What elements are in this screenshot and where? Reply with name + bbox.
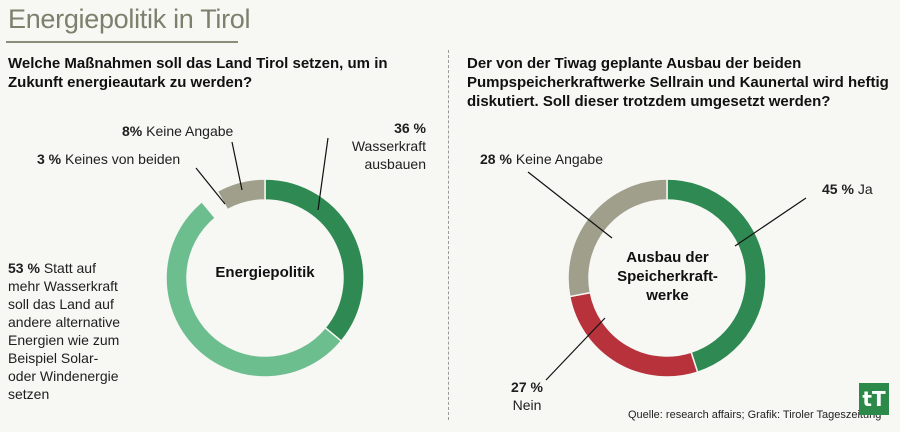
leader-line-keine-angabe-left — [231, 141, 243, 191]
right-donut-slice-2 — [567, 178, 668, 298]
left-donut-slice-0 — [264, 178, 365, 343]
label-nein: 27 % Nein — [511, 379, 543, 413]
left-donut — [165, 178, 365, 378]
label-keine-angabe-left: 8% Keine Angabe — [122, 123, 234, 139]
leader-line-keine-angabe-right — [527, 171, 613, 239]
left-donut-slice-1 — [165, 200, 343, 378]
leader-line-keines — [195, 167, 226, 205]
leader-line-wasserkraft — [317, 137, 329, 211]
label-ja: 45 % Ja — [822, 181, 873, 197]
leader-line-nein — [545, 317, 606, 381]
leader-line-ja — [734, 197, 807, 247]
title-underline — [6, 41, 238, 43]
left-center-label: Energiepolitik — [215, 264, 315, 281]
right-center-label: Ausbau der Speicherkraft- werke — [617, 249, 718, 304]
label-wasserkraft: 36 % Wasserkraft ausbauen — [351, 120, 426, 172]
right-donut — [567, 178, 767, 378]
source-note: Quelle: research affairs; Grafik: Tirole… — [628, 409, 882, 421]
label-keine-angabe-right: 28 % Keine Angabe — [480, 151, 604, 167]
divider — [448, 50, 449, 420]
right-question: Der von der Tiwag geplante Ausbau der be… — [467, 55, 889, 110]
page-title: Energiepolitik in Tirol — [8, 4, 251, 34]
left-question: Welche Maßnahmen soll das Land Tirol set… — [8, 55, 388, 91]
label-keines-von-beiden: 3 % Keines von beiden — [37, 151, 181, 167]
label-alternative-energien: 53 % Statt auf mehr Wasserkraft soll das… — [8, 260, 121, 402]
left-donut-slice-3 — [216, 178, 266, 211]
tt-logo: tT — [859, 383, 889, 415]
